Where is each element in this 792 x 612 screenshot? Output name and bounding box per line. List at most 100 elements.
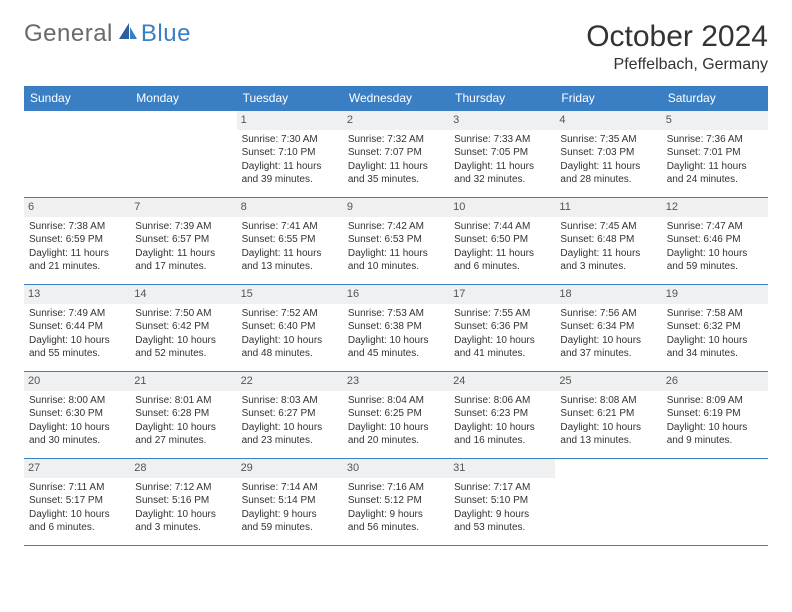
daylight1-text: Daylight: 11 hours <box>560 160 656 174</box>
calendar-cell: 20Sunrise: 8:00 AMSunset: 6:30 PMDayligh… <box>24 372 130 458</box>
day-number: 13 <box>24 285 130 304</box>
daylight1-text: Daylight: 10 hours <box>135 508 231 522</box>
title-block: October 2024 Pfeffelbach, Germany <box>586 20 768 74</box>
daylight1-text: Daylight: 10 hours <box>454 421 550 435</box>
calendar-cell: 31Sunrise: 7:17 AMSunset: 5:10 PMDayligh… <box>449 459 555 545</box>
logo-text-blue: Blue <box>141 20 191 48</box>
daylight1-text: Daylight: 11 hours <box>242 247 338 261</box>
sunset-text: Sunset: 6:28 PM <box>135 407 231 421</box>
calendar-cell: 11Sunrise: 7:45 AMSunset: 6:48 PMDayligh… <box>555 198 661 284</box>
day-number: 2 <box>343 111 449 130</box>
sunrise-text: Sunrise: 7:55 AM <box>454 307 550 321</box>
daylight2-text: and 9 minutes. <box>667 434 763 448</box>
daylight1-text: Daylight: 9 hours <box>454 508 550 522</box>
sunrise-text: Sunrise: 7:30 AM <box>242 133 338 147</box>
sunset-text: Sunset: 6:57 PM <box>135 233 231 247</box>
daylight1-text: Daylight: 10 hours <box>29 421 125 435</box>
sunrise-text: Sunrise: 7:47 AM <box>667 220 763 234</box>
calendar-cell: 25Sunrise: 8:08 AMSunset: 6:21 PMDayligh… <box>555 372 661 458</box>
calendar-cell: 9Sunrise: 7:42 AMSunset: 6:53 PMDaylight… <box>343 198 449 284</box>
calendar-cell: 17Sunrise: 7:55 AMSunset: 6:36 PMDayligh… <box>449 285 555 371</box>
calendar-cell: 3Sunrise: 7:33 AMSunset: 7:05 PMDaylight… <box>449 111 555 197</box>
daylight2-text: and 30 minutes. <box>29 434 125 448</box>
calendar-cell: 19Sunrise: 7:58 AMSunset: 6:32 PMDayligh… <box>662 285 768 371</box>
dayhead-wed: Wednesday <box>343 86 449 110</box>
logo-text-general: General <box>24 20 113 48</box>
daylight1-text: Daylight: 11 hours <box>29 247 125 261</box>
daylight1-text: Daylight: 10 hours <box>454 334 550 348</box>
calendar-cell: 29Sunrise: 7:14 AMSunset: 5:14 PMDayligh… <box>237 459 343 545</box>
daylight1-text: Daylight: 11 hours <box>560 247 656 261</box>
calendar-cell <box>24 111 130 197</box>
sunset-text: Sunset: 5:10 PM <box>454 494 550 508</box>
daylight2-text: and 48 minutes. <box>242 347 338 361</box>
daylight1-text: Daylight: 10 hours <box>135 334 231 348</box>
sunrise-text: Sunrise: 7:12 AM <box>135 481 231 495</box>
sunset-text: Sunset: 6:25 PM <box>348 407 444 421</box>
calendar-cell: 7Sunrise: 7:39 AMSunset: 6:57 PMDaylight… <box>130 198 236 284</box>
calendar-cell: 12Sunrise: 7:47 AMSunset: 6:46 PMDayligh… <box>662 198 768 284</box>
daylight1-text: Daylight: 9 hours <box>348 508 444 522</box>
daylight2-text: and 59 minutes. <box>667 260 763 274</box>
calendar-cell: 5Sunrise: 7:36 AMSunset: 7:01 PMDaylight… <box>662 111 768 197</box>
location: Pfeffelbach, Germany <box>586 56 768 74</box>
daylight2-text: and 6 minutes. <box>29 521 125 535</box>
sunrise-text: Sunrise: 8:03 AM <box>242 394 338 408</box>
calendar-cell: 22Sunrise: 8:03 AMSunset: 6:27 PMDayligh… <box>237 372 343 458</box>
day-number: 20 <box>24 372 130 391</box>
daylight2-text: and 45 minutes. <box>348 347 444 361</box>
calendar-end-rule <box>24 545 768 546</box>
daylight2-text: and 3 minutes. <box>560 260 656 274</box>
sunrise-text: Sunrise: 7:11 AM <box>29 481 125 495</box>
sunset-text: Sunset: 6:34 PM <box>560 320 656 334</box>
sunset-text: Sunset: 6:40 PM <box>242 320 338 334</box>
calendar-week: 1Sunrise: 7:30 AMSunset: 7:10 PMDaylight… <box>24 110 768 197</box>
sunrise-text: Sunrise: 7:49 AM <box>29 307 125 321</box>
daylight1-text: Daylight: 11 hours <box>348 247 444 261</box>
daylight1-text: Daylight: 10 hours <box>29 508 125 522</box>
sunrise-text: Sunrise: 7:33 AM <box>454 133 550 147</box>
day-number: 6 <box>24 198 130 217</box>
sunset-text: Sunset: 6:23 PM <box>454 407 550 421</box>
sunset-text: Sunset: 7:05 PM <box>454 146 550 160</box>
daylight1-text: Daylight: 10 hours <box>348 421 444 435</box>
dayhead-thu: Thursday <box>449 86 555 110</box>
daylight1-text: Daylight: 11 hours <box>667 160 763 174</box>
sunset-text: Sunset: 5:17 PM <box>29 494 125 508</box>
daylight1-text: Daylight: 10 hours <box>667 334 763 348</box>
day-number: 19 <box>662 285 768 304</box>
page-title: October 2024 <box>586 20 768 54</box>
day-number: 12 <box>662 198 768 217</box>
calendar-cell <box>555 459 661 545</box>
dayhead-sun: Sunday <box>24 86 130 110</box>
sunrise-text: Sunrise: 7:42 AM <box>348 220 444 234</box>
calendar-week: 13Sunrise: 7:49 AMSunset: 6:44 PMDayligh… <box>24 284 768 371</box>
daylight1-text: Daylight: 10 hours <box>242 421 338 435</box>
day-number: 11 <box>555 198 661 217</box>
dayhead-fri: Friday <box>555 86 661 110</box>
calendar-cell: 6Sunrise: 7:38 AMSunset: 6:59 PMDaylight… <box>24 198 130 284</box>
day-number: 14 <box>130 285 236 304</box>
daylight2-text: and 34 minutes. <box>667 347 763 361</box>
sunrise-text: Sunrise: 7:41 AM <box>242 220 338 234</box>
calendar-cell <box>662 459 768 545</box>
day-number: 29 <box>237 459 343 478</box>
daylight2-text: and 55 minutes. <box>29 347 125 361</box>
day-number: 18 <box>555 285 661 304</box>
day-number: 16 <box>343 285 449 304</box>
day-number: 28 <box>130 459 236 478</box>
sunset-text: Sunset: 6:36 PM <box>454 320 550 334</box>
sunset-text: Sunset: 7:01 PM <box>667 146 763 160</box>
calendar-cell: 13Sunrise: 7:49 AMSunset: 6:44 PMDayligh… <box>24 285 130 371</box>
day-number: 26 <box>662 372 768 391</box>
daylight1-text: Daylight: 11 hours <box>348 160 444 174</box>
daylight1-text: Daylight: 10 hours <box>667 421 763 435</box>
sunset-text: Sunset: 5:16 PM <box>135 494 231 508</box>
daylight2-text: and 17 minutes. <box>135 260 231 274</box>
day-number: 21 <box>130 372 236 391</box>
sunrise-text: Sunrise: 7:14 AM <box>242 481 338 495</box>
daylight2-text: and 13 minutes. <box>242 260 338 274</box>
day-number: 8 <box>237 198 343 217</box>
daylight2-text: and 20 minutes. <box>348 434 444 448</box>
sunrise-text: Sunrise: 7:17 AM <box>454 481 550 495</box>
